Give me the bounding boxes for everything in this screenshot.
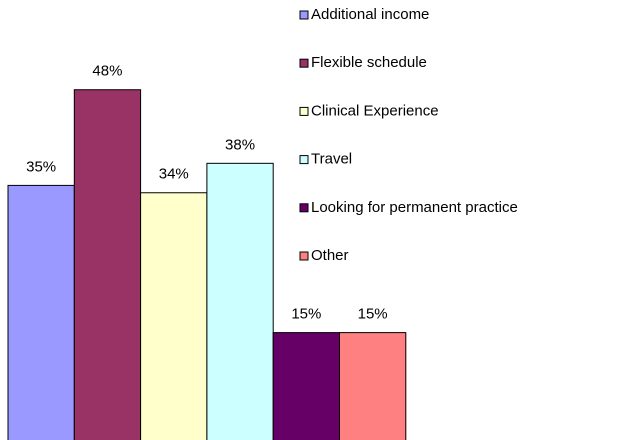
legend-swatch [299,155,309,165]
legend-label: Other [311,247,349,264]
bar [7,184,75,440]
legend-swatch [299,58,309,68]
legend-swatch [299,251,309,261]
legend-swatch [299,10,309,20]
data-label: 15% [358,306,388,323]
legend-label: Flexible schedule [311,54,427,71]
legend-label: Looking for permanent practice [311,199,518,216]
data-label: 35% [26,158,56,175]
bar [140,192,208,440]
legend-label: Clinical Experience [311,102,439,119]
data-label: 38% [225,136,255,153]
bar [206,162,274,440]
bar [339,332,407,440]
legend-swatch [299,203,309,213]
legend-swatch [299,106,309,116]
legend-label: Additional income [311,6,429,23]
data-label: 48% [92,63,122,80]
data-label: 34% [159,166,189,183]
bar [272,332,341,440]
bar [73,89,142,440]
data-label: 15% [291,306,321,323]
legend-label: Travel [311,151,352,168]
